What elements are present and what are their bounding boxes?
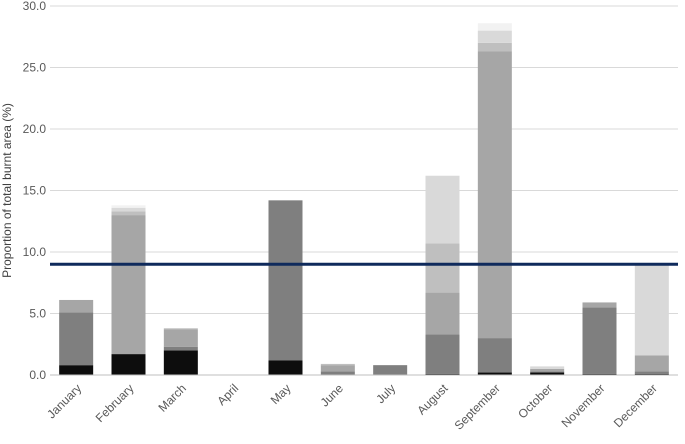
bar-segment <box>477 51 512 339</box>
bar-segment <box>530 366 565 369</box>
x-tick-label: July <box>373 381 398 406</box>
bar-segment <box>425 373 460 375</box>
bar-segment <box>425 292 460 335</box>
bar-segment <box>268 360 303 375</box>
bar-segment <box>59 365 94 375</box>
y-axis-title: Proportion of total burnt area (%) <box>0 103 14 278</box>
bars <box>59 23 669 375</box>
x-tick-label: May <box>268 381 294 407</box>
bar-segment <box>111 215 146 355</box>
bar-segment <box>477 372 512 375</box>
bar-segment <box>163 329 198 347</box>
x-tick-label: August <box>414 381 451 418</box>
bar-segment <box>320 365 355 372</box>
bar-segment <box>59 299 94 313</box>
bar-segment <box>425 243 460 293</box>
bar-segment <box>163 346 198 351</box>
y-tick-label: 0.0 <box>29 368 46 382</box>
bar-segment <box>111 207 146 212</box>
bar-segment <box>530 368 565 372</box>
x-tick-label: October <box>515 381 555 421</box>
bar-segment <box>634 373 669 375</box>
bar-segment <box>373 365 408 375</box>
bar-segment <box>111 211 146 216</box>
x-tick-label: June <box>318 381 347 410</box>
x-tick-label: January <box>44 381 84 421</box>
bar-segment <box>477 338 512 373</box>
y-tick-label: 10.0 <box>23 245 47 259</box>
bar-segment <box>530 372 565 375</box>
y-axis-tick-labels: 0.0 5.0 10.0 15.0 20.0 25.0 30.0 <box>23 0 47 382</box>
bar-segment <box>530 371 565 373</box>
y-tick-label: 20.0 <box>23 122 47 136</box>
y-tick-label: 25.0 <box>23 61 47 75</box>
bar-segment <box>268 200 303 361</box>
bar-segment <box>477 30 512 43</box>
bar-segment <box>111 354 146 375</box>
x-tick-label: November <box>559 381 608 430</box>
bar-segment <box>320 363 355 366</box>
y-tick-label: 5.0 <box>29 307 46 321</box>
bar-segment <box>425 175 460 244</box>
x-tick-label: December <box>611 381 660 430</box>
y-tick-label: 15.0 <box>23 184 47 198</box>
x-tick-label: April <box>214 381 241 408</box>
bar-segment <box>634 371 669 374</box>
bar-segment <box>582 302 617 308</box>
bar-segment <box>320 371 355 375</box>
bar-segment <box>477 42 512 52</box>
bar-segment <box>634 264 669 356</box>
y-tick-label: 30.0 <box>23 0 47 13</box>
bar-segment <box>163 328 198 330</box>
x-axis-tick-labels: January February March April May June July Augu… <box>44 381 660 433</box>
bar-segment <box>477 23 512 31</box>
bar-segment <box>582 373 617 375</box>
x-tick-label: September <box>452 381 503 432</box>
gridlines <box>50 5 678 314</box>
x-tick-label: March <box>155 381 188 414</box>
bar-segment <box>163 350 198 375</box>
bar-segment <box>582 307 617 374</box>
bar-segment <box>59 312 94 366</box>
bar-segment <box>425 334 460 374</box>
x-tick-label: February <box>93 381 137 425</box>
bar-segment <box>111 205 146 208</box>
bar-segment <box>634 355 669 372</box>
